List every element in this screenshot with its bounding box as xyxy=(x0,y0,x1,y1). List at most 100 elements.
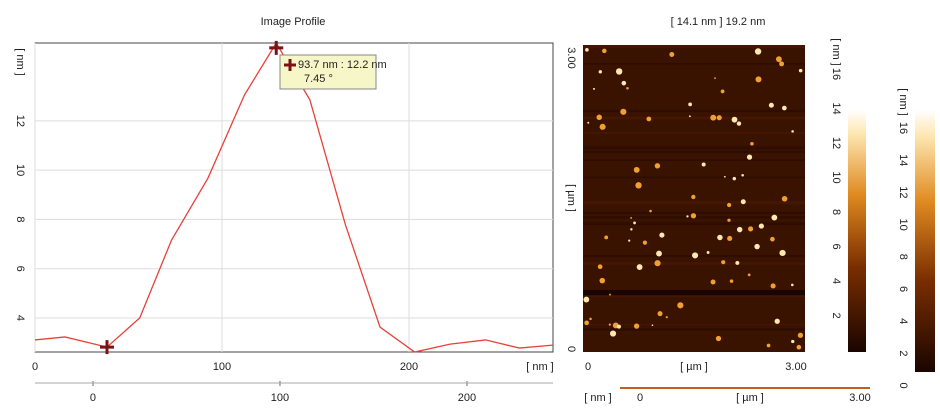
x-axis-label: [ nm ] xyxy=(526,361,554,373)
particle xyxy=(716,115,722,121)
particle xyxy=(636,264,643,270)
colorbar-label: 12 xyxy=(897,186,909,198)
particle xyxy=(608,323,611,326)
particle xyxy=(798,68,803,73)
particle xyxy=(732,176,737,181)
particle xyxy=(768,102,774,108)
particle xyxy=(797,332,804,338)
afm-x2-label: [ µm ] xyxy=(736,392,764,404)
particle xyxy=(616,324,621,329)
particle xyxy=(782,105,787,111)
colorbar-unit: [ nm ] xyxy=(830,38,842,66)
particle xyxy=(791,339,795,344)
particle xyxy=(669,52,675,57)
scan-line xyxy=(583,109,805,113)
particle xyxy=(585,48,589,52)
particle xyxy=(635,182,642,189)
x2-tick-label: 100 xyxy=(271,392,289,404)
colorbar-label: 12 xyxy=(830,137,842,149)
afm-y-top: 3.00 xyxy=(565,47,577,68)
x-tick-label: 100 xyxy=(213,361,231,373)
particle xyxy=(746,154,753,160)
colorbar-label: 6 xyxy=(897,286,909,292)
particle xyxy=(754,243,760,250)
particle xyxy=(633,323,640,329)
particle xyxy=(706,251,710,254)
particle xyxy=(646,116,652,122)
particle xyxy=(597,264,603,270)
particle xyxy=(654,163,661,169)
particle xyxy=(791,283,794,287)
particle xyxy=(587,121,590,124)
particle xyxy=(688,102,692,107)
tooltip xyxy=(279,54,377,90)
particle xyxy=(735,260,740,265)
particle xyxy=(665,316,668,319)
particle xyxy=(781,195,788,202)
particle xyxy=(710,279,716,285)
particle xyxy=(583,296,590,303)
particle xyxy=(626,86,629,90)
particle xyxy=(649,209,652,213)
scan-line xyxy=(583,328,805,331)
colorbar-label: 8 xyxy=(830,209,842,215)
particle xyxy=(599,123,606,130)
y-tick-label: 12 xyxy=(14,115,26,127)
particle xyxy=(659,232,665,238)
particle xyxy=(656,250,662,257)
afm-x-label: [ µm ] xyxy=(680,361,708,373)
particle xyxy=(633,166,640,173)
particle xyxy=(621,80,627,86)
particle xyxy=(727,235,733,242)
particle xyxy=(796,344,802,350)
scan-line xyxy=(583,176,805,179)
particle xyxy=(750,142,754,146)
y-tick-label: 8 xyxy=(14,216,26,222)
scan-line xyxy=(583,150,805,153)
particle xyxy=(720,89,725,94)
particle xyxy=(755,76,762,83)
x2-tick-label: 0 xyxy=(90,392,96,404)
scan-line xyxy=(583,222,805,226)
particle xyxy=(677,302,684,309)
particle xyxy=(770,283,776,289)
particle xyxy=(589,317,592,321)
particle xyxy=(690,213,697,219)
particle xyxy=(593,87,595,90)
scan-line xyxy=(583,201,805,204)
particle xyxy=(701,162,706,167)
particle xyxy=(584,320,589,326)
tooltip-text: 93.7 nm : 12.2 nm xyxy=(298,59,387,71)
particle xyxy=(604,235,609,240)
particle xyxy=(779,61,785,67)
y-tick-label: 6 xyxy=(14,266,26,272)
particle xyxy=(599,277,606,284)
particle xyxy=(723,175,726,178)
particle xyxy=(602,48,607,54)
colorbar-unit: [ nm ] xyxy=(897,88,909,116)
plot-area xyxy=(34,42,554,353)
scan-line xyxy=(583,203,805,205)
particle xyxy=(630,216,633,219)
afm-header: [ 14.1 nm ] 19.2 nm xyxy=(671,16,766,28)
particle xyxy=(609,293,611,296)
colorbar-label: 2 xyxy=(830,312,842,318)
scan-line xyxy=(583,290,805,295)
y-tick-label: 4 xyxy=(14,315,26,321)
particle xyxy=(691,194,696,200)
particle xyxy=(758,223,764,229)
scan-line xyxy=(583,295,805,298)
cursor-marker xyxy=(269,40,284,55)
colorbar-label: 4 xyxy=(830,278,842,284)
colorbar-label: 16 xyxy=(897,122,909,134)
scan-line xyxy=(583,147,805,150)
particle xyxy=(628,239,631,242)
scan-line xyxy=(583,45,805,48)
y-axis-label: [ nm ] xyxy=(14,48,26,76)
colorbar xyxy=(915,110,935,372)
x-tick-label: 0 xyxy=(32,361,38,373)
particle xyxy=(774,318,780,324)
particle xyxy=(651,324,654,327)
y-tick-label: 10 xyxy=(14,164,26,176)
